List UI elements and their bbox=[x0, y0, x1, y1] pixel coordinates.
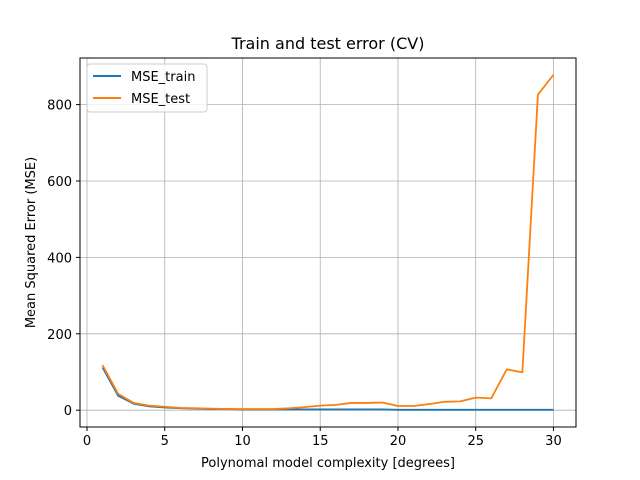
x-axis-label: Polynomal model complexity [degrees] bbox=[201, 456, 455, 471]
x-tick-label: 10 bbox=[234, 434, 251, 449]
series-lines bbox=[101, 74, 555, 411]
x-tick-label: 0 bbox=[83, 434, 91, 449]
chart-title: Train and test error (CV) bbox=[231, 34, 425, 53]
y-tick-label: 200 bbox=[47, 328, 72, 343]
y-axis-label: Mean Squared Error (MSE) bbox=[24, 157, 39, 328]
plot-frame bbox=[79, 57, 577, 428]
x-tick-label: 20 bbox=[390, 434, 407, 449]
series-line-mse-test bbox=[101, 74, 555, 410]
x-tick-label: 30 bbox=[545, 434, 562, 449]
y-tick-label: 800 bbox=[47, 99, 72, 114]
legend-label: MSE_train bbox=[131, 70, 195, 85]
x-tick-label: 5 bbox=[161, 434, 169, 449]
ticks: 0 5 10 15 20 25 30 0 200 400 600 800 bbox=[47, 99, 562, 449]
x-tick-label: 15 bbox=[312, 434, 329, 449]
y-tick-label: 600 bbox=[47, 175, 72, 190]
legend: MSE_train MSE_test bbox=[86, 63, 208, 113]
legend-label: MSE_test bbox=[131, 92, 190, 107]
x-tick-label: 25 bbox=[467, 434, 484, 449]
y-tick-label: 0 bbox=[64, 404, 72, 419]
grid bbox=[80, 58, 576, 427]
y-tick-label: 400 bbox=[47, 251, 72, 266]
